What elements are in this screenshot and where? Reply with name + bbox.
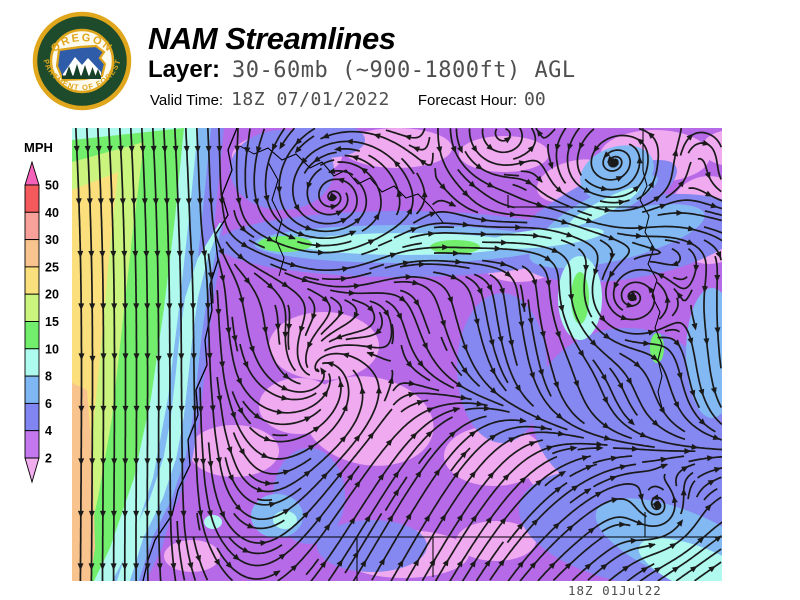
legend-tick-label: 50 xyxy=(45,179,59,193)
streamline-map-canvas xyxy=(72,128,722,581)
layer-row: Layer: 30-60mb (~900-1800ft) AGL xyxy=(148,56,576,84)
legend-tick-label: 40 xyxy=(45,206,59,220)
legend-tick-label: 4 xyxy=(45,424,52,438)
map-timestamp: 18Z 01Jul22 xyxy=(568,583,662,598)
trees xyxy=(65,64,101,77)
legend-tick-label: 30 xyxy=(45,233,59,247)
forecast-hour-label: Forecast Hour: xyxy=(417,92,518,109)
valid-time-value: 18Z 07/01/2022 xyxy=(231,89,390,110)
legend-tick-label: 25 xyxy=(45,260,59,274)
valid-time-label: Valid Time: xyxy=(150,92,224,109)
odf-logo: OREGON DEPARTMENT OF FORESTRY xyxy=(29,4,132,112)
legend-tick-label: 20 xyxy=(45,288,59,302)
legend-tick-label: 8 xyxy=(45,370,52,384)
legend-tick-label: 2 xyxy=(45,452,52,466)
layer-label: Layer: xyxy=(148,56,221,83)
legend-tick-label: 15 xyxy=(45,315,59,329)
page-title: NAM Streamlines xyxy=(148,21,396,56)
legend-title: MPH xyxy=(24,140,53,155)
valid-time-row: Valid Time: 18Z 07/01/2022 Forecast Hour… xyxy=(150,89,546,110)
layer-value: 30-60mb (~900-1800ft) AGL xyxy=(232,58,576,83)
forest-floor xyxy=(62,75,101,79)
legend-tick-label: 10 xyxy=(45,342,59,356)
legend-tick-label: 6 xyxy=(45,397,52,411)
legend-colorbar: 50 40 30 25 20 15 10 8 6 4 2 xyxy=(24,160,59,484)
wind-speed-legend: MPH 50 40 30 25 20 15 10 8 6 4 2 xyxy=(22,140,86,492)
odf-logo-badge: OREGON DEPARTMENT OF FORESTRY xyxy=(29,4,132,111)
streamline-map xyxy=(72,128,722,581)
forecast-hour-value: 00 xyxy=(524,89,546,110)
